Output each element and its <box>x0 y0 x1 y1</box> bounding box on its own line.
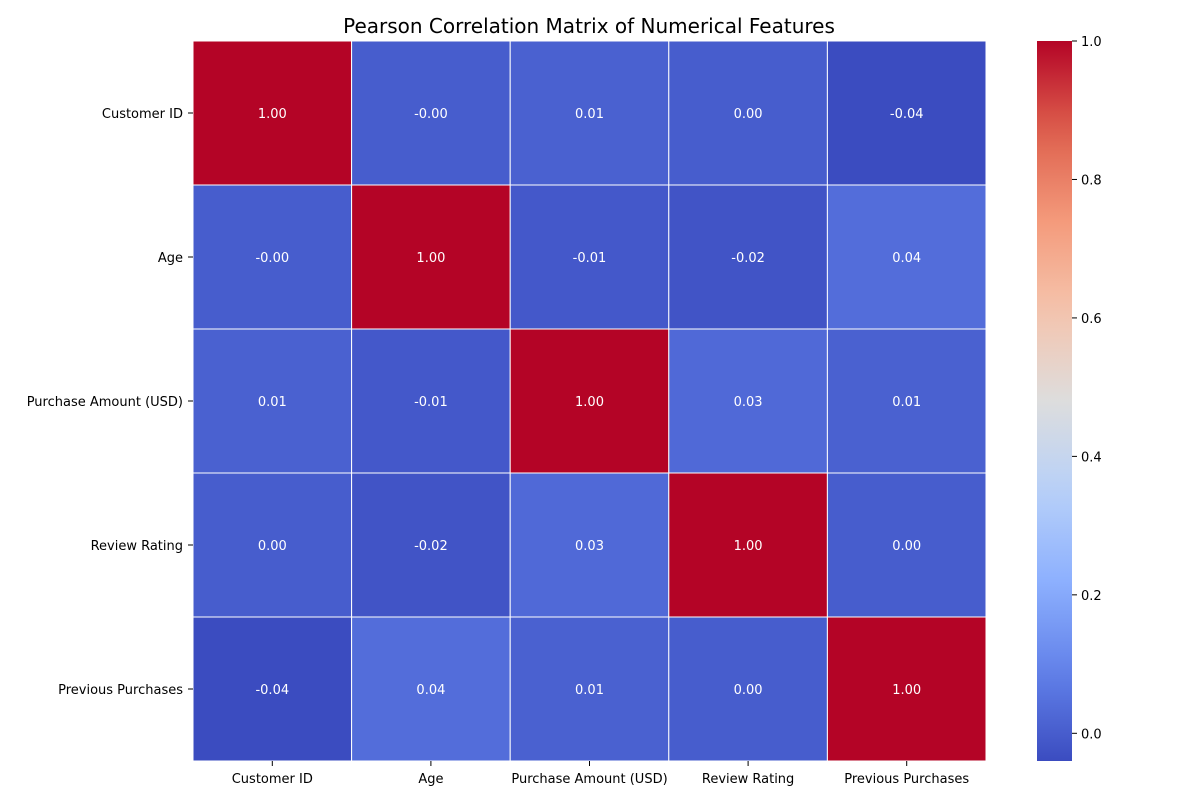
cell-value-label-r2-c2: 1.00 <box>575 395 604 410</box>
colorbar-tick-label-0: 0.0 <box>1081 727 1102 742</box>
heatmap-cell-r4-c4 <box>826 616 987 762</box>
heatmap-cell-r4-c2 <box>509 616 670 762</box>
x-tick-label-0: Customer ID <box>232 772 313 787</box>
cell-value-label-r3-c3: 1.00 <box>734 539 763 554</box>
heatmap-cell-r2-c1 <box>351 328 511 474</box>
heatmap-cell-r3-c1 <box>351 472 511 618</box>
cell-value-label-r4-c2: 0.01 <box>575 683 604 698</box>
chart-title: Pearson Correlation Matrix of Numerical … <box>343 14 835 38</box>
cell-value-label-r3-c2: 0.03 <box>575 539 604 554</box>
cell-value-label-r0-c0: 1.00 <box>258 107 287 122</box>
heatmap-cell-r0-c2 <box>509 40 670 186</box>
colorbar-tick-label-3: 0.6 <box>1081 312 1102 327</box>
heatmap-cell-r1-c4 <box>826 184 987 330</box>
heatmap-cell-r3-c4 <box>826 472 987 618</box>
heatmap-cell-r2-c4 <box>826 328 987 474</box>
cell-value-label-r3-c0: 0.00 <box>258 539 287 554</box>
cell-value-label-r1-c1: 1.00 <box>416 251 445 266</box>
x-tick-label-2: Purchase Amount (USD) <box>511 772 667 787</box>
heatmap-cell-r4-c1 <box>351 616 511 762</box>
heatmap-cell-r1-c2 <box>509 184 670 330</box>
cell-value-label-r4-c1: 0.04 <box>416 683 445 698</box>
heatmap-cell-r0-c3 <box>668 40 828 186</box>
heatmap-cell-r3-c3 <box>668 472 828 618</box>
x-tick-label-3: Review Rating <box>702 772 794 787</box>
cell-value-label-r4-c0: -0.04 <box>255 683 289 698</box>
colorbar: 0.0 0.2 0.4 0.6 0.8 1.0 <box>1037 35 1102 761</box>
cell-value-label-r1-c2: -0.01 <box>573 251 607 266</box>
heatmap-cell-r3-c2 <box>509 472 670 618</box>
cell-value-label-r2-c3: 0.03 <box>734 395 763 410</box>
y-axis-labels: Customer ID Age Purchase Amount (USD) Revie… <box>27 107 193 698</box>
heatmap-cell-r1-c0 <box>192 184 353 330</box>
colorbar-tick-label-2: 0.4 <box>1081 450 1102 465</box>
heatmap-cell-r0-c1 <box>351 40 511 186</box>
cell-value-label-r3-c4: 0.00 <box>892 539 921 554</box>
cell-value-label-r1-c4: 0.04 <box>892 251 921 266</box>
cell-value-label-r0-c3: 0.00 <box>734 107 763 122</box>
x-tick-label-1: Age <box>418 772 443 787</box>
cell-value-label-r0-c4: -0.04 <box>890 107 924 122</box>
colorbar-tick-label-5: 1.0 <box>1081 35 1102 50</box>
heatmap-cell-r2-c2 <box>509 328 670 474</box>
cell-value-label-r0-c2: 0.01 <box>575 107 604 122</box>
heatmap-cell-r0-c4 <box>826 40 987 186</box>
y-tick-label-3: Review Rating <box>91 539 183 554</box>
heatmap-cells: 1.00 -0.00 0.01 0.00 -0.04 -0.00 1.00 -0.01 -0.0… <box>192 40 987 762</box>
colorbar-tick-label-1: 0.2 <box>1081 589 1102 604</box>
cell-value-label-r1-c0: -0.00 <box>255 251 289 266</box>
y-tick-label-2: Purchase Amount (USD) <box>27 395 183 410</box>
heatmap-cell-r1-c1 <box>351 184 511 330</box>
heatmap-cell-r2-c3 <box>668 328 828 474</box>
cell-value-label-r1-c3: -0.02 <box>731 251 765 266</box>
cell-value-label-r2-c4: 0.01 <box>892 395 921 410</box>
x-tick-label-4: Previous Purchases <box>844 772 969 787</box>
colorbar-gradient <box>1037 41 1072 761</box>
cell-value-label-r4-c3: 0.00 <box>734 683 763 698</box>
y-tick-label-0: Customer ID <box>102 107 183 122</box>
colorbar-tick-label-4: 0.8 <box>1081 173 1102 188</box>
y-tick-label-1: Age <box>158 251 183 266</box>
y-tick-label-4: Previous Purchases <box>58 683 183 698</box>
heatmap-cell-r0-c0 <box>192 40 353 186</box>
cell-value-label-r2-c1: -0.01 <box>414 395 448 410</box>
x-axis-labels: Customer ID Age Purchase Amount (USD) Revie… <box>232 761 969 787</box>
cell-value-label-r4-c4: 1.00 <box>892 683 921 698</box>
cell-value-label-r3-c1: -0.02 <box>414 539 448 554</box>
cell-value-label-r2-c0: 0.01 <box>258 395 287 410</box>
heatmap-cell-r4-c0 <box>192 616 353 762</box>
cell-value-label-r0-c1: -0.00 <box>414 107 448 122</box>
